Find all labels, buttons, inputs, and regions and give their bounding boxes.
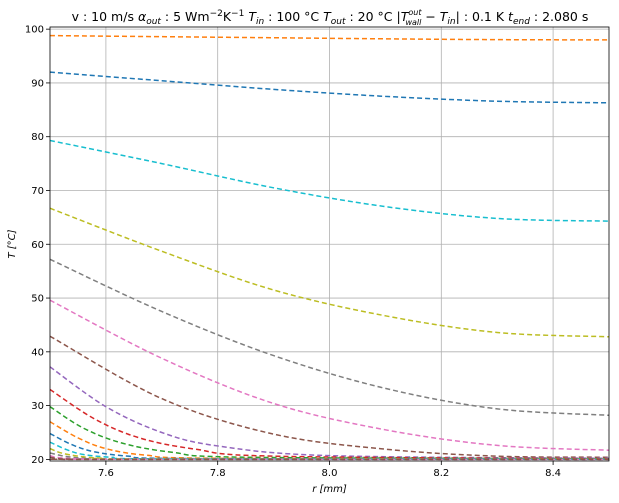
series-line-9 [50,388,609,460]
y-axis-label: T [°C] [7,229,18,258]
x-tick-label: 8.4 [545,468,561,479]
x-tick-label: 8.0 [322,468,338,479]
series-line-4 [50,207,609,338]
y-tick-label: 80 [31,132,44,143]
y-tick-label: 50 [31,294,44,305]
x-tick-label: 8.2 [433,468,449,479]
x-axis-ticks: 7.6 7.8 8.0 8.2 8.4 [98,461,561,479]
series-line-17 [50,456,609,461]
series-line-2 [50,71,609,104]
x-axis-label: r [mm] [312,484,347,495]
x-tick-label: 7.6 [98,468,114,479]
series-line-1 [50,34,609,41]
y-tick-label: 100 [25,25,44,36]
y-tick-label: 30 [31,401,44,412]
x-tick-label: 7.8 [210,468,226,479]
series-line-12 [50,432,609,460]
y-tick-label: 70 [31,186,44,197]
y-tick-label: 20 [31,455,44,466]
series-line-3 [50,139,609,222]
series-line-7 [50,335,609,458]
y-axis-ticks: 20 30 40 50 60 70 80 90 100 [25,25,50,466]
y-tick-label: 60 [31,240,44,251]
series-line-16 [50,454,609,461]
y-tick-label: 90 [31,78,44,89]
series-curves [50,34,609,461]
y-tick-label: 40 [31,347,44,358]
grid [50,27,609,461]
chart-title: v : 10 m/s αout : 5 Wm−2K−1 Tin : 100 °C… [72,8,589,27]
series-line-5 [50,258,609,417]
series-line-6 [50,299,609,451]
